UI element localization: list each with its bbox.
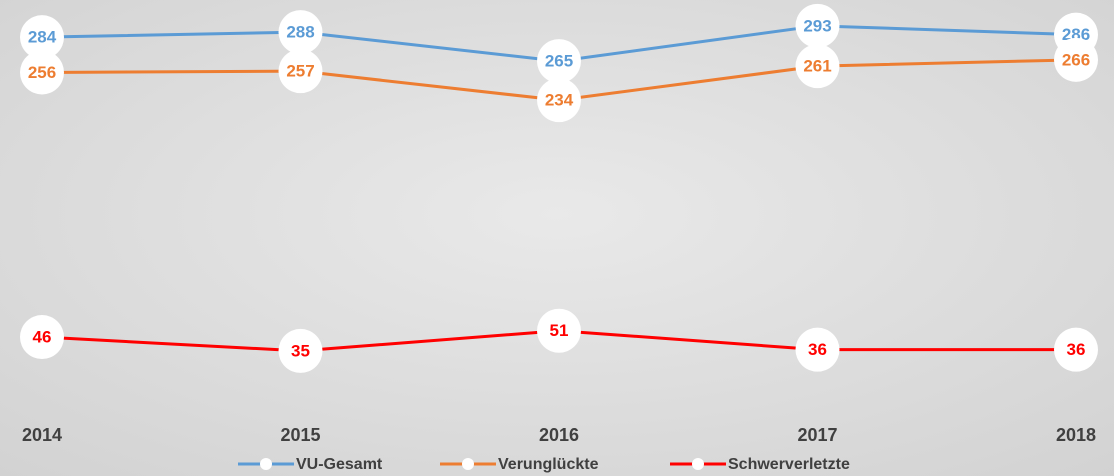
data-point [537, 308, 581, 353]
data-label: 51 [550, 321, 569, 340]
legend-marker [260, 458, 272, 470]
data-point [537, 78, 581, 123]
x-tick-label: 2014 [22, 425, 62, 445]
data-point [20, 315, 64, 360]
data-point [20, 50, 64, 95]
data-point [537, 39, 581, 84]
data-label: 266 [1062, 50, 1090, 69]
data-point [795, 44, 840, 89]
x-tick-label: 2017 [797, 425, 837, 445]
data-label: 35 [291, 341, 310, 360]
data-point [278, 10, 323, 55]
data-point [278, 328, 323, 373]
legend-marker [692, 458, 704, 470]
data-label: 36 [808, 340, 827, 359]
x-tick-label: 2018 [1056, 425, 1096, 445]
data-label: 234 [545, 91, 574, 110]
data-label: 293 [803, 16, 831, 35]
data-label: 261 [803, 57, 831, 76]
data-point [1054, 37, 1098, 82]
data-label: 257 [286, 62, 314, 81]
data-point [20, 15, 64, 60]
data-point [795, 3, 840, 48]
data-point [795, 327, 840, 372]
legend-label: Verunglückte [498, 456, 599, 473]
data-label: 256 [28, 63, 56, 82]
data-label: 288 [286, 23, 314, 42]
x-tick-label: 2015 [280, 425, 320, 445]
data-label: 36 [1067, 340, 1086, 359]
legend-label: Schwerverletzte [728, 456, 850, 473]
legend-marker [462, 458, 474, 470]
legend-label: VU-Gesamt [296, 456, 383, 473]
x-tick-label: 2016 [539, 425, 579, 445]
data-point [1054, 327, 1098, 372]
data-label: 284 [28, 28, 57, 47]
data-point [278, 49, 323, 94]
data-label: 265 [545, 52, 573, 71]
data-label: 46 [33, 328, 52, 347]
